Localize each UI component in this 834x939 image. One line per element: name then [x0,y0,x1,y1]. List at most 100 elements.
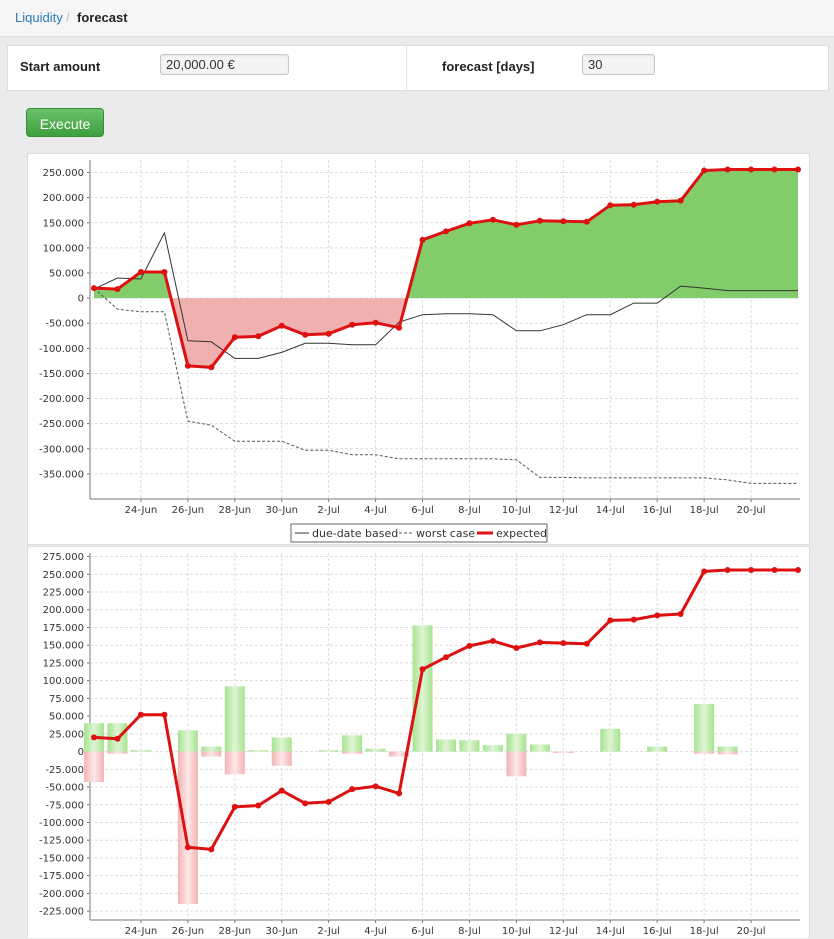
inflow-bar [248,750,269,752]
x-tick-label: 26-Jun [172,926,205,937]
forecast-days-input[interactable] [582,54,655,75]
data-point [748,166,755,173]
legend-box [290,523,548,543]
data-point [278,322,285,329]
inflow-bar [482,745,503,752]
data-point [630,201,637,208]
x-tick-label: 28-Jun [219,926,252,937]
x-tick-label: 2-Jul [317,926,340,937]
y-tick-label: 150.000 [43,218,84,229]
x-tick-label: 24-Jun [125,926,158,937]
data-point [701,568,708,575]
data-point [466,220,473,227]
y-tick-label: 175.000 [43,623,84,634]
positive-area [407,169,798,299]
data-point [137,711,144,718]
data-point [325,330,332,337]
data-point [161,268,168,275]
cashflow-chart-panel: 275.000 250.000 225.000 200.000 175.000 150.0… [27,546,810,938]
y-tick-label: -150.000 [39,853,84,864]
x-tick-label: 14-Jul [596,926,625,937]
outflow-bar [271,751,292,766]
series-line-worst-case [93,287,798,484]
data-point [184,362,191,369]
start-amount-input[interactable] [160,54,289,75]
data-point [231,803,238,810]
inflow-bar [717,746,738,752]
x-tick-label: 6-Jul [411,926,434,937]
inflow-bar [694,704,715,752]
inflow-bar [506,733,527,752]
inflow-bar [201,746,222,752]
y-tick-label: -25.000 [45,765,84,776]
outflow-bar [694,751,715,754]
inflow-bar [436,739,456,752]
breadcrumb-link-liquidity[interactable]: Liquidity [15,10,63,25]
y-tick-label: 100.000 [43,676,84,687]
data-point [724,166,731,173]
data-point [302,800,309,807]
y-tick-label: 100.000 [43,243,84,254]
x-tick-label: 4-Jul [364,926,387,937]
x-tick-label: 30-Jun [265,926,298,937]
inflow-bar [271,737,292,752]
x-tick-label: 28-Jun [219,505,252,516]
y-tick-label: -350.000 [39,469,84,480]
start-amount-label: Start amount [20,59,101,74]
data-point [278,787,285,794]
data-point [114,286,121,293]
outflow-bar [553,751,574,753]
data-point [677,197,684,204]
inflow-bar [318,750,339,752]
forecast-days-label: forecast [days] [442,59,535,74]
y-tick-label: 0 [78,747,84,758]
data-point [677,610,684,617]
y-tick-label: 275.000 [43,552,84,563]
inflow-bar [342,735,363,752]
outflow-bar [177,751,198,905]
x-tick-label: 8-Jul [458,505,481,516]
y-tick-label: -150.000 [39,369,84,380]
data-point [771,166,778,173]
inflow-bar [412,625,433,752]
inflow-bar [647,746,668,752]
execute-button[interactable]: Execute [26,108,104,137]
data-point [302,331,309,338]
data-point [184,844,191,851]
data-point [748,567,755,574]
outflow-bar [717,751,738,755]
y-tick-label: -125.000 [39,836,84,847]
breadcrumb-separator: / [66,10,70,25]
data-point [466,642,473,649]
x-tick-label: 18-Jul [690,926,719,937]
x-tick-label: 8-Jul [458,926,481,937]
x-tick-label: 30-Jun [265,505,298,516]
y-tick-label: 200.000 [43,605,84,616]
inflow-bar [177,730,198,752]
data-point [489,216,496,223]
data-point [654,612,661,619]
data-point [161,711,168,718]
negative-area [170,298,407,368]
legend-label-expected: expected [496,527,547,540]
y-tick-label: 125.000 [43,658,84,669]
data-point [630,616,637,623]
data-point [536,217,543,224]
y-tick-label: 75.000 [49,694,84,705]
legend-label-due-date-based: due-date based [312,527,398,540]
y-tick-label: -100.000 [39,344,84,355]
outflow-bar [107,751,128,754]
data-point [255,802,262,809]
data-point [91,734,97,741]
legend-label-worst-case: worst case [416,527,475,540]
series-line-expected [93,568,798,851]
y-tick-label: 250.000 [43,570,84,581]
data-point [795,166,801,173]
data-point [372,319,379,326]
x-tick-label: 12-Jul [549,505,578,516]
x-tick-label: 20-Jul [737,926,766,937]
data-point [137,268,144,275]
data-point [419,666,426,673]
y-tick-label: -175.000 [39,871,84,882]
y-tick-label: 225.000 [43,588,84,599]
